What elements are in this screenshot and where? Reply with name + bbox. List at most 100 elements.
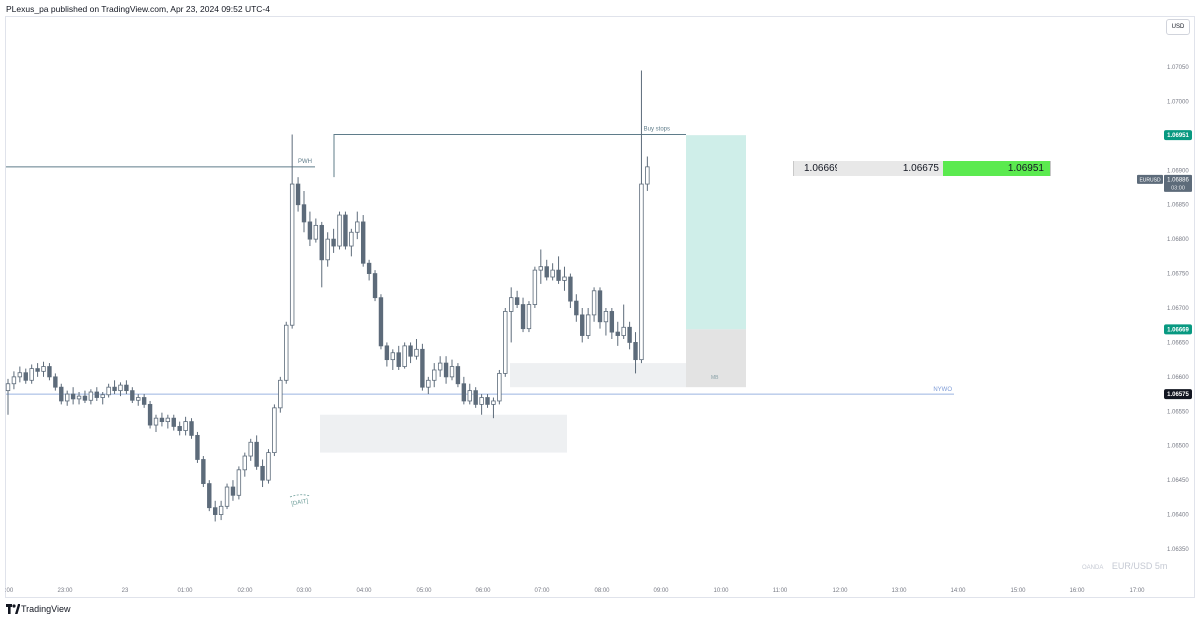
candle-body bbox=[307, 221, 313, 240]
candle-body bbox=[325, 238, 330, 261]
pwh-label: PWH bbox=[298, 159, 312, 165]
price-tick-label: 1.07050 bbox=[1167, 65, 1189, 71]
fvg-box-lower bbox=[320, 414, 567, 453]
candle-body bbox=[289, 183, 295, 326]
tradingview-logo-icon[interactable] bbox=[6, 604, 20, 614]
candle-body bbox=[455, 366, 461, 385]
price-tick-label: 1.06400 bbox=[1167, 513, 1189, 519]
candle-body bbox=[580, 314, 585, 336]
nywo-label: NYWO bbox=[933, 387, 952, 393]
watermark-symbol: EUR/USD 5m bbox=[1111, 561, 1168, 571]
candle-body bbox=[378, 297, 384, 347]
time-tick-label: 04:00 bbox=[356, 588, 372, 594]
candle-body bbox=[76, 395, 82, 400]
chart-watermark: OANDA EUR/USD 5m bbox=[1082, 561, 1167, 571]
candle-body bbox=[319, 224, 324, 261]
candle-body bbox=[23, 372, 28, 381]
candle-body bbox=[645, 166, 650, 185]
candle-body bbox=[633, 342, 638, 361]
footer-bar: TradingView bbox=[0, 599, 1200, 619]
candle-body bbox=[260, 465, 265, 481]
candle-body bbox=[449, 366, 455, 378]
bar-countdown: 03:00 bbox=[1171, 185, 1185, 191]
candle-body bbox=[514, 297, 520, 305]
candle-body bbox=[479, 397, 484, 405]
stop-zone[interactable] bbox=[686, 329, 746, 388]
candle-body bbox=[396, 352, 401, 367]
candle-body bbox=[420, 348, 425, 388]
time-tick-label: 14:00 bbox=[950, 588, 966, 594]
candle-body bbox=[574, 300, 579, 316]
candle-body bbox=[550, 269, 555, 278]
time-tick-label: 01:00 bbox=[177, 588, 193, 594]
candle-body bbox=[224, 486, 230, 507]
candle-body bbox=[177, 426, 182, 431]
time-tick-label: 05:00 bbox=[416, 588, 432, 594]
candle-body bbox=[426, 379, 431, 388]
candle-body bbox=[443, 362, 449, 378]
candle-body bbox=[189, 421, 194, 436]
time-tick-label: 23 bbox=[122, 588, 129, 594]
candle-body bbox=[53, 376, 58, 388]
candle-body bbox=[254, 441, 259, 467]
time-axis[interactable]: :00 23:00 23 01:00 02:00 03:00 04:00 05:00 06:00… bbox=[5, 588, 1145, 594]
time-tick-label: 09:00 bbox=[653, 588, 669, 594]
time-tick-label: :00 bbox=[5, 588, 14, 594]
target-price-badge: 1.06951 bbox=[1164, 130, 1192, 141]
last-price-symbol: EURUSD bbox=[1139, 177, 1161, 183]
candle-body bbox=[70, 393, 76, 400]
candle-body bbox=[556, 269, 561, 281]
candle-body bbox=[5, 383, 11, 392]
currency-button[interactable]: USD bbox=[1166, 19, 1190, 35]
candle-body bbox=[621, 326, 626, 336]
candle-body bbox=[295, 183, 301, 206]
candle-body bbox=[153, 417, 159, 426]
mb-label: MB bbox=[711, 375, 719, 381]
candle-body bbox=[491, 400, 496, 405]
position-mid-value: 1.06675 bbox=[837, 161, 943, 176]
buy-stops-line[interactable] bbox=[333, 133, 686, 178]
candle-body bbox=[301, 204, 307, 223]
candle-body bbox=[639, 183, 644, 361]
position-readout: 1.06669 1.06675 1.06951 bbox=[793, 161, 1051, 176]
price-tick-label: 1.06850 bbox=[1167, 203, 1189, 209]
candle-body bbox=[568, 276, 573, 302]
profit-zone[interactable] bbox=[686, 135, 746, 330]
candle-body bbox=[390, 352, 395, 361]
publish-info-text: PLexus_pa published on TradingView.com, … bbox=[6, 4, 270, 14]
candle-body bbox=[242, 455, 247, 471]
candle-body bbox=[366, 262, 372, 274]
price-tick-label: 1.06600 bbox=[1167, 375, 1189, 381]
candle-body bbox=[343, 214, 348, 247]
candle-body bbox=[355, 221, 360, 233]
position-target-value: 1.06951 bbox=[943, 161, 1051, 176]
price-axis[interactable]: 1.070501.070001.069501.069001.068501.068… bbox=[1167, 65, 1189, 553]
time-tick-label: 08:00 bbox=[594, 588, 610, 594]
position-entry-value: 1.06669 bbox=[793, 161, 840, 176]
candle-body bbox=[503, 311, 508, 374]
candle-body bbox=[183, 421, 188, 431]
candle-body bbox=[603, 311, 609, 323]
candle-body bbox=[337, 214, 342, 247]
candle-body bbox=[130, 390, 135, 401]
candle-body bbox=[100, 394, 105, 398]
candle-body bbox=[597, 290, 603, 323]
candle-body bbox=[562, 276, 567, 281]
target-price-text: 1.06951 bbox=[1167, 133, 1189, 139]
candle-body bbox=[414, 348, 419, 357]
candle-body bbox=[284, 324, 289, 381]
footer-brand[interactable]: TradingView bbox=[21, 604, 71, 614]
watermark-broker: OANDA bbox=[1082, 565, 1104, 571]
price-tick-label: 1.07000 bbox=[1167, 99, 1189, 105]
candle-body bbox=[532, 269, 538, 305]
candle-body bbox=[94, 391, 99, 398]
candle-body bbox=[461, 383, 467, 402]
time-tick-label: 15:00 bbox=[1010, 588, 1026, 594]
time-tick-label: 13:00 bbox=[891, 588, 907, 594]
candle-body bbox=[124, 384, 129, 392]
candle-body bbox=[88, 391, 94, 401]
entry-price-badge: 1.06669 bbox=[1164, 324, 1192, 335]
candle-body bbox=[437, 362, 443, 371]
candle-body bbox=[147, 403, 153, 426]
